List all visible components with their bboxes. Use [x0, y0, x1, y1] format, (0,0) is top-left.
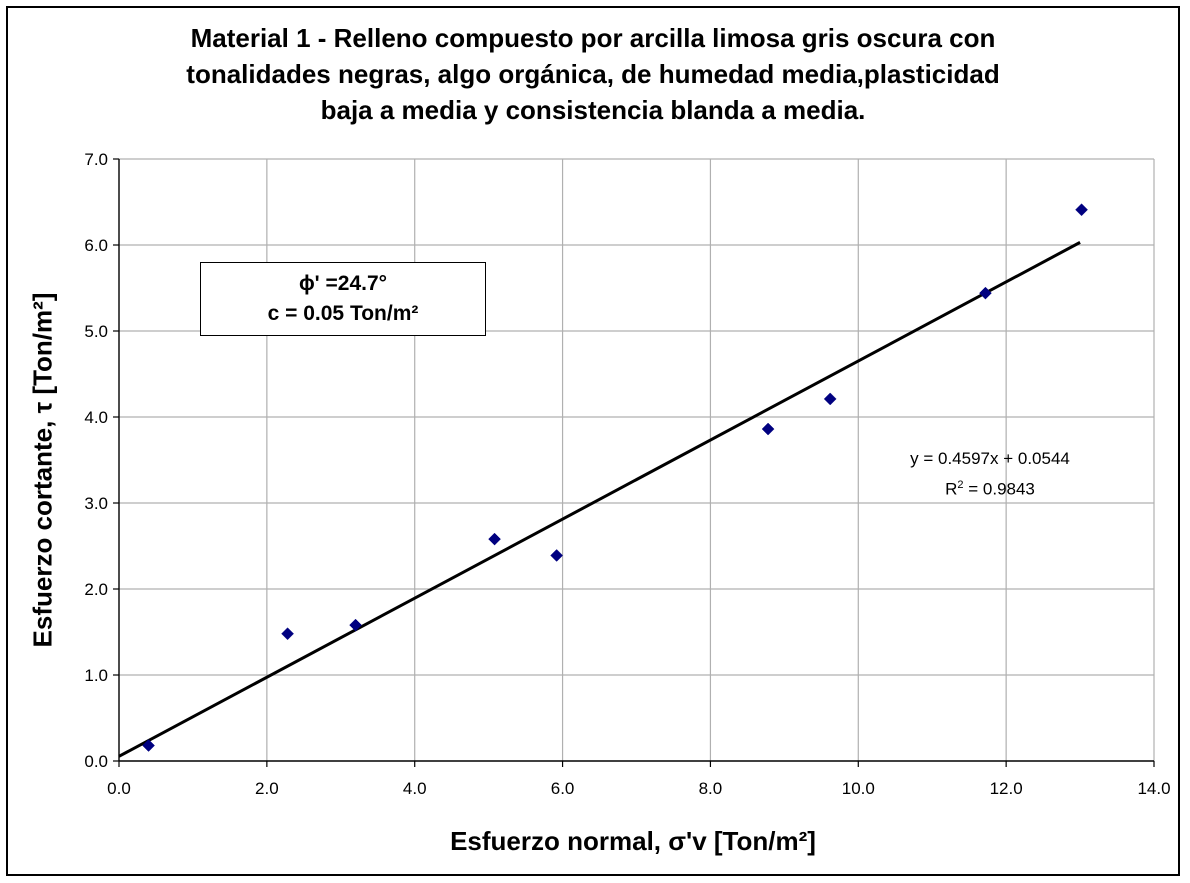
- x-tick-label: 10.0: [842, 779, 875, 798]
- y-tick-label: 5.0: [84, 322, 108, 341]
- trendline-group: [118, 241, 1081, 758]
- data-point: [281, 627, 294, 641]
- axes: [113, 158, 1155, 767]
- friction-angle-label: ϕ' =24.7°: [298, 272, 388, 295]
- title-line-2: tonalidades negras, algo orgánica, de hu…: [186, 59, 1000, 89]
- x-axis-label: Esfuerzo normal, σ'v [Ton/m²]: [450, 826, 816, 856]
- y-tick-label: 2.0: [84, 580, 108, 599]
- equation-label: y = 0.4597x + 0.0544: [910, 449, 1070, 468]
- x-tick-label: 6.0: [551, 779, 575, 798]
- title-line-1: Material 1 - Relleno compuesto por arcil…: [190, 23, 996, 53]
- x-tick-label: 2.0: [255, 779, 279, 798]
- chart-title: Material 1 - Relleno compuesto por arcil…: [0, 20, 1186, 128]
- x-tick-label: 14.0: [1137, 779, 1170, 798]
- y-tick-label: 4.0: [84, 408, 108, 427]
- data-point: [349, 618, 362, 632]
- x-tick-label: 12.0: [990, 779, 1023, 798]
- tick-labels: 0.0 2.0 4.0 6.0 8.0 10.0 12.0 14.0 0.0 1.0 2.0 3.0 4…: [84, 150, 1170, 798]
- cohesion-label: c = 0.05 Ton/m²: [267, 302, 419, 325]
- annotation-box: ϕ' =24.7° c = 0.05 Ton/m²: [200, 262, 486, 336]
- y-tick-label: 0.0: [84, 752, 108, 771]
- data-point: [823, 392, 837, 406]
- y-tick-label: 1.0: [84, 666, 108, 685]
- r-squared-label: R2 = 0.9843: [945, 479, 1035, 499]
- title-line-3: baja a media y consistencia blanda a med…: [320, 95, 866, 125]
- x-tick-label: 4.0: [403, 779, 427, 798]
- y-tick-label: 6.0: [84, 236, 108, 255]
- data-points: [142, 203, 1088, 752]
- chart-frame: [6, 6, 1180, 876]
- trendline: [118, 241, 1081, 758]
- data-point: [761, 422, 775, 436]
- data-point: [979, 286, 992, 300]
- trendline-equation: y = 0.4597x + 0.0544 R2 = 0.9843: [870, 446, 1110, 503]
- data-point: [488, 532, 501, 546]
- x-tick-label: 8.0: [699, 779, 723, 798]
- x-tick-label: 0.0: [107, 779, 131, 798]
- y-tick-label: 7.0: [84, 150, 108, 169]
- data-point: [550, 549, 564, 562]
- y-axis-label: Esfuerzo cortante, τ [Ton/m²]: [27, 292, 58, 648]
- data-point: [142, 739, 155, 752]
- y-tick-label: 3.0: [84, 494, 108, 513]
- data-point: [1075, 203, 1088, 217]
